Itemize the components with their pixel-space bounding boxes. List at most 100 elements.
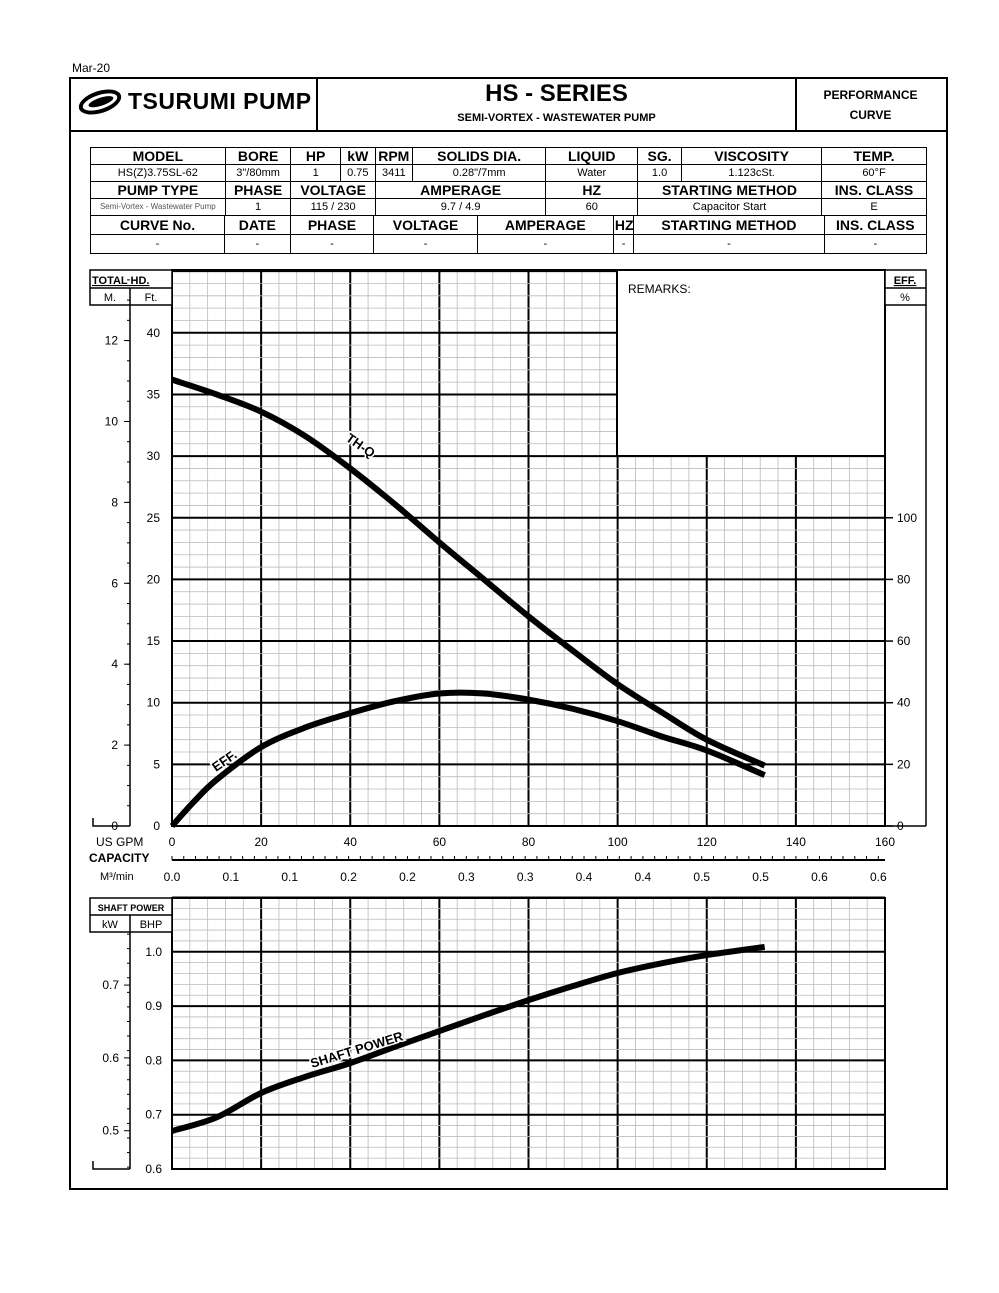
sheet-frame — [69, 77, 948, 1190]
value-cell: 0.28"/7mm — [411, 164, 547, 182]
feet-unit-label: Ft. — [145, 292, 158, 304]
value-cell: - — [289, 234, 375, 254]
brand-logo: TSURUMI PUMP — [75, 84, 312, 119]
header-cell: VISCOSITY — [681, 147, 822, 165]
curve-info-table: CURVE No. DATE PHASE VOLTAGE AMPERAGE HZ… — [89, 215, 928, 254]
page-title: HS - SERIES — [485, 80, 628, 107]
m3-tick-label: 0.6 — [870, 870, 887, 884]
header-cell: HP — [290, 147, 341, 165]
bhp-unit-label: BHP — [140, 919, 163, 931]
gpm-tick-label: 40 — [344, 835, 358, 849]
spec-value-row: Semi-Vortex - Wastewater Pump 1 115 / 23… — [90, 198, 927, 216]
efficiency-label: EFF. — [894, 275, 917, 287]
value-cell: - — [823, 234, 928, 254]
page-subtitle: SEMI-VORTEX - WASTEWATER PUMP — [457, 112, 656, 124]
header-cell: TEMP. — [821, 147, 927, 165]
curve-eff- — [169, 689, 766, 829]
m3-tick-label: 0.3 — [517, 870, 534, 884]
capacity-label: CAPACITY — [89, 851, 149, 865]
feet-tick-label: 25 — [147, 511, 161, 525]
bhp-tick-label: 0.7 — [145, 1108, 162, 1122]
efficiency-tick-label: 60 — [897, 634, 911, 648]
total-head-label: TOTAL HD. — [92, 275, 149, 287]
value-cell: - — [612, 234, 635, 254]
shaft-power-label: SHAFT POWER — [98, 903, 165, 913]
value-cell: Capacitor Start — [636, 198, 823, 216]
gpm-tick-label: 80 — [522, 835, 536, 849]
efficiency-tick-label: 20 — [897, 757, 911, 771]
axis-bracket — [92, 818, 130, 827]
kw-tick-label: 0.6 — [102, 1051, 119, 1065]
gpm-tick-label: 140 — [786, 835, 806, 849]
efficiency-tick-label: 100 — [897, 511, 917, 525]
kw-unit-label: kW — [102, 919, 119, 931]
power-chart-plot-border — [171, 897, 886, 1170]
header-cell: SG. — [636, 147, 683, 165]
header-cell: PUMP TYPE — [90, 181, 226, 199]
spec-table: MODEL BORE HP kW RPM SOLIDS DIA. LIQUID … — [90, 147, 927, 216]
meters-tick-label: 8 — [111, 495, 118, 509]
feet-tick-label: 30 — [147, 449, 161, 463]
feet-tick-label: 10 — [147, 696, 161, 710]
meters-tick-label: 12 — [105, 334, 119, 348]
m3-tick-label: 0.6 — [811, 870, 828, 884]
header-cell: AMPERAGE — [374, 181, 547, 199]
value-cell: 1.0 — [636, 164, 683, 182]
gpm-tick-label: 120 — [697, 835, 717, 849]
performance-line2: CURVE — [849, 108, 892, 122]
header-divider — [316, 77, 318, 130]
meters-unit-label: M. — [104, 292, 116, 304]
value-cell: - — [476, 234, 614, 254]
gpm-tick-label: 0 — [169, 835, 176, 849]
meters-tick-label: 2 — [111, 738, 118, 752]
header-cell: INS. CLASS — [821, 181, 927, 199]
header-cell: LIQUID — [545, 147, 638, 165]
value-cell: 0.75 — [339, 164, 376, 182]
efficiency-tick-label: 0 — [897, 819, 904, 833]
gpm-tick-label: 100 — [608, 835, 628, 849]
header-cell: STARTING METHOD — [636, 181, 823, 199]
curve-value-row: - - - - - - - - — [89, 234, 928, 254]
curve-th-q — [171, 376, 766, 769]
efficiency-tick-label: 40 — [897, 696, 911, 710]
m3-tick-label: 0.5 — [693, 870, 710, 884]
gpm-tick-label: 160 — [875, 835, 895, 849]
feet-tick-label: 5 — [153, 757, 160, 771]
value-cell: - — [224, 234, 291, 254]
header-bar — [69, 77, 946, 132]
m3-unit-label: M³/min — [100, 871, 134, 883]
feet-tick-label: 15 — [147, 634, 161, 648]
meters-tick-label: 10 — [105, 414, 119, 428]
meters-tick-label: 4 — [111, 657, 118, 671]
spec-header-row: PUMP TYPE PHASE VOLTAGE AMPERAGE HZ STAR… — [90, 181, 927, 199]
efficiency-tick-label: 80 — [897, 572, 911, 586]
m3-tick-label: 0.5 — [752, 870, 769, 884]
header-cell: RPM — [374, 147, 413, 165]
meters-tick-label: 6 — [111, 576, 118, 590]
meters-tick-label: 0 — [111, 819, 118, 833]
head-chart-plot-border — [171, 269, 886, 827]
m3-tick-label: 0.1 — [223, 870, 240, 884]
feet-tick-label: 40 — [147, 326, 161, 340]
value-cell: 3"/80mm — [224, 164, 292, 182]
remarks-box — [616, 269, 886, 457]
header-cell: kW — [339, 147, 376, 165]
header-cell: INS. CLASS — [823, 215, 928, 235]
kw-tick-label: 0.7 — [102, 978, 119, 992]
spec-header-row: MODEL BORE HP kW RPM SOLIDS DIA. LIQUID … — [90, 147, 927, 165]
m3-tick-label: 0.4 — [635, 870, 652, 884]
bhp-tick-label: 0.8 — [145, 1053, 162, 1067]
gpm-unit-label: US GPM — [96, 835, 143, 849]
value-cell: 3411 — [374, 164, 413, 182]
date-label: Mar-20 — [72, 61, 111, 75]
feet-tick-label: 0 — [153, 819, 160, 833]
feet-tick-label: 35 — [147, 387, 161, 401]
kw-tick-label: 0.5 — [102, 1124, 119, 1138]
m3-tick-label: 0.2 — [399, 870, 416, 884]
value-cell: HS(Z)3.75SL-62 — [90, 164, 226, 182]
m3-tick-label: 0.3 — [458, 870, 475, 884]
m3-tick-label: 0.2 — [340, 870, 357, 884]
header-cell: PHASE — [289, 215, 375, 235]
remarks-label: REMARKS: — [628, 282, 691, 296]
